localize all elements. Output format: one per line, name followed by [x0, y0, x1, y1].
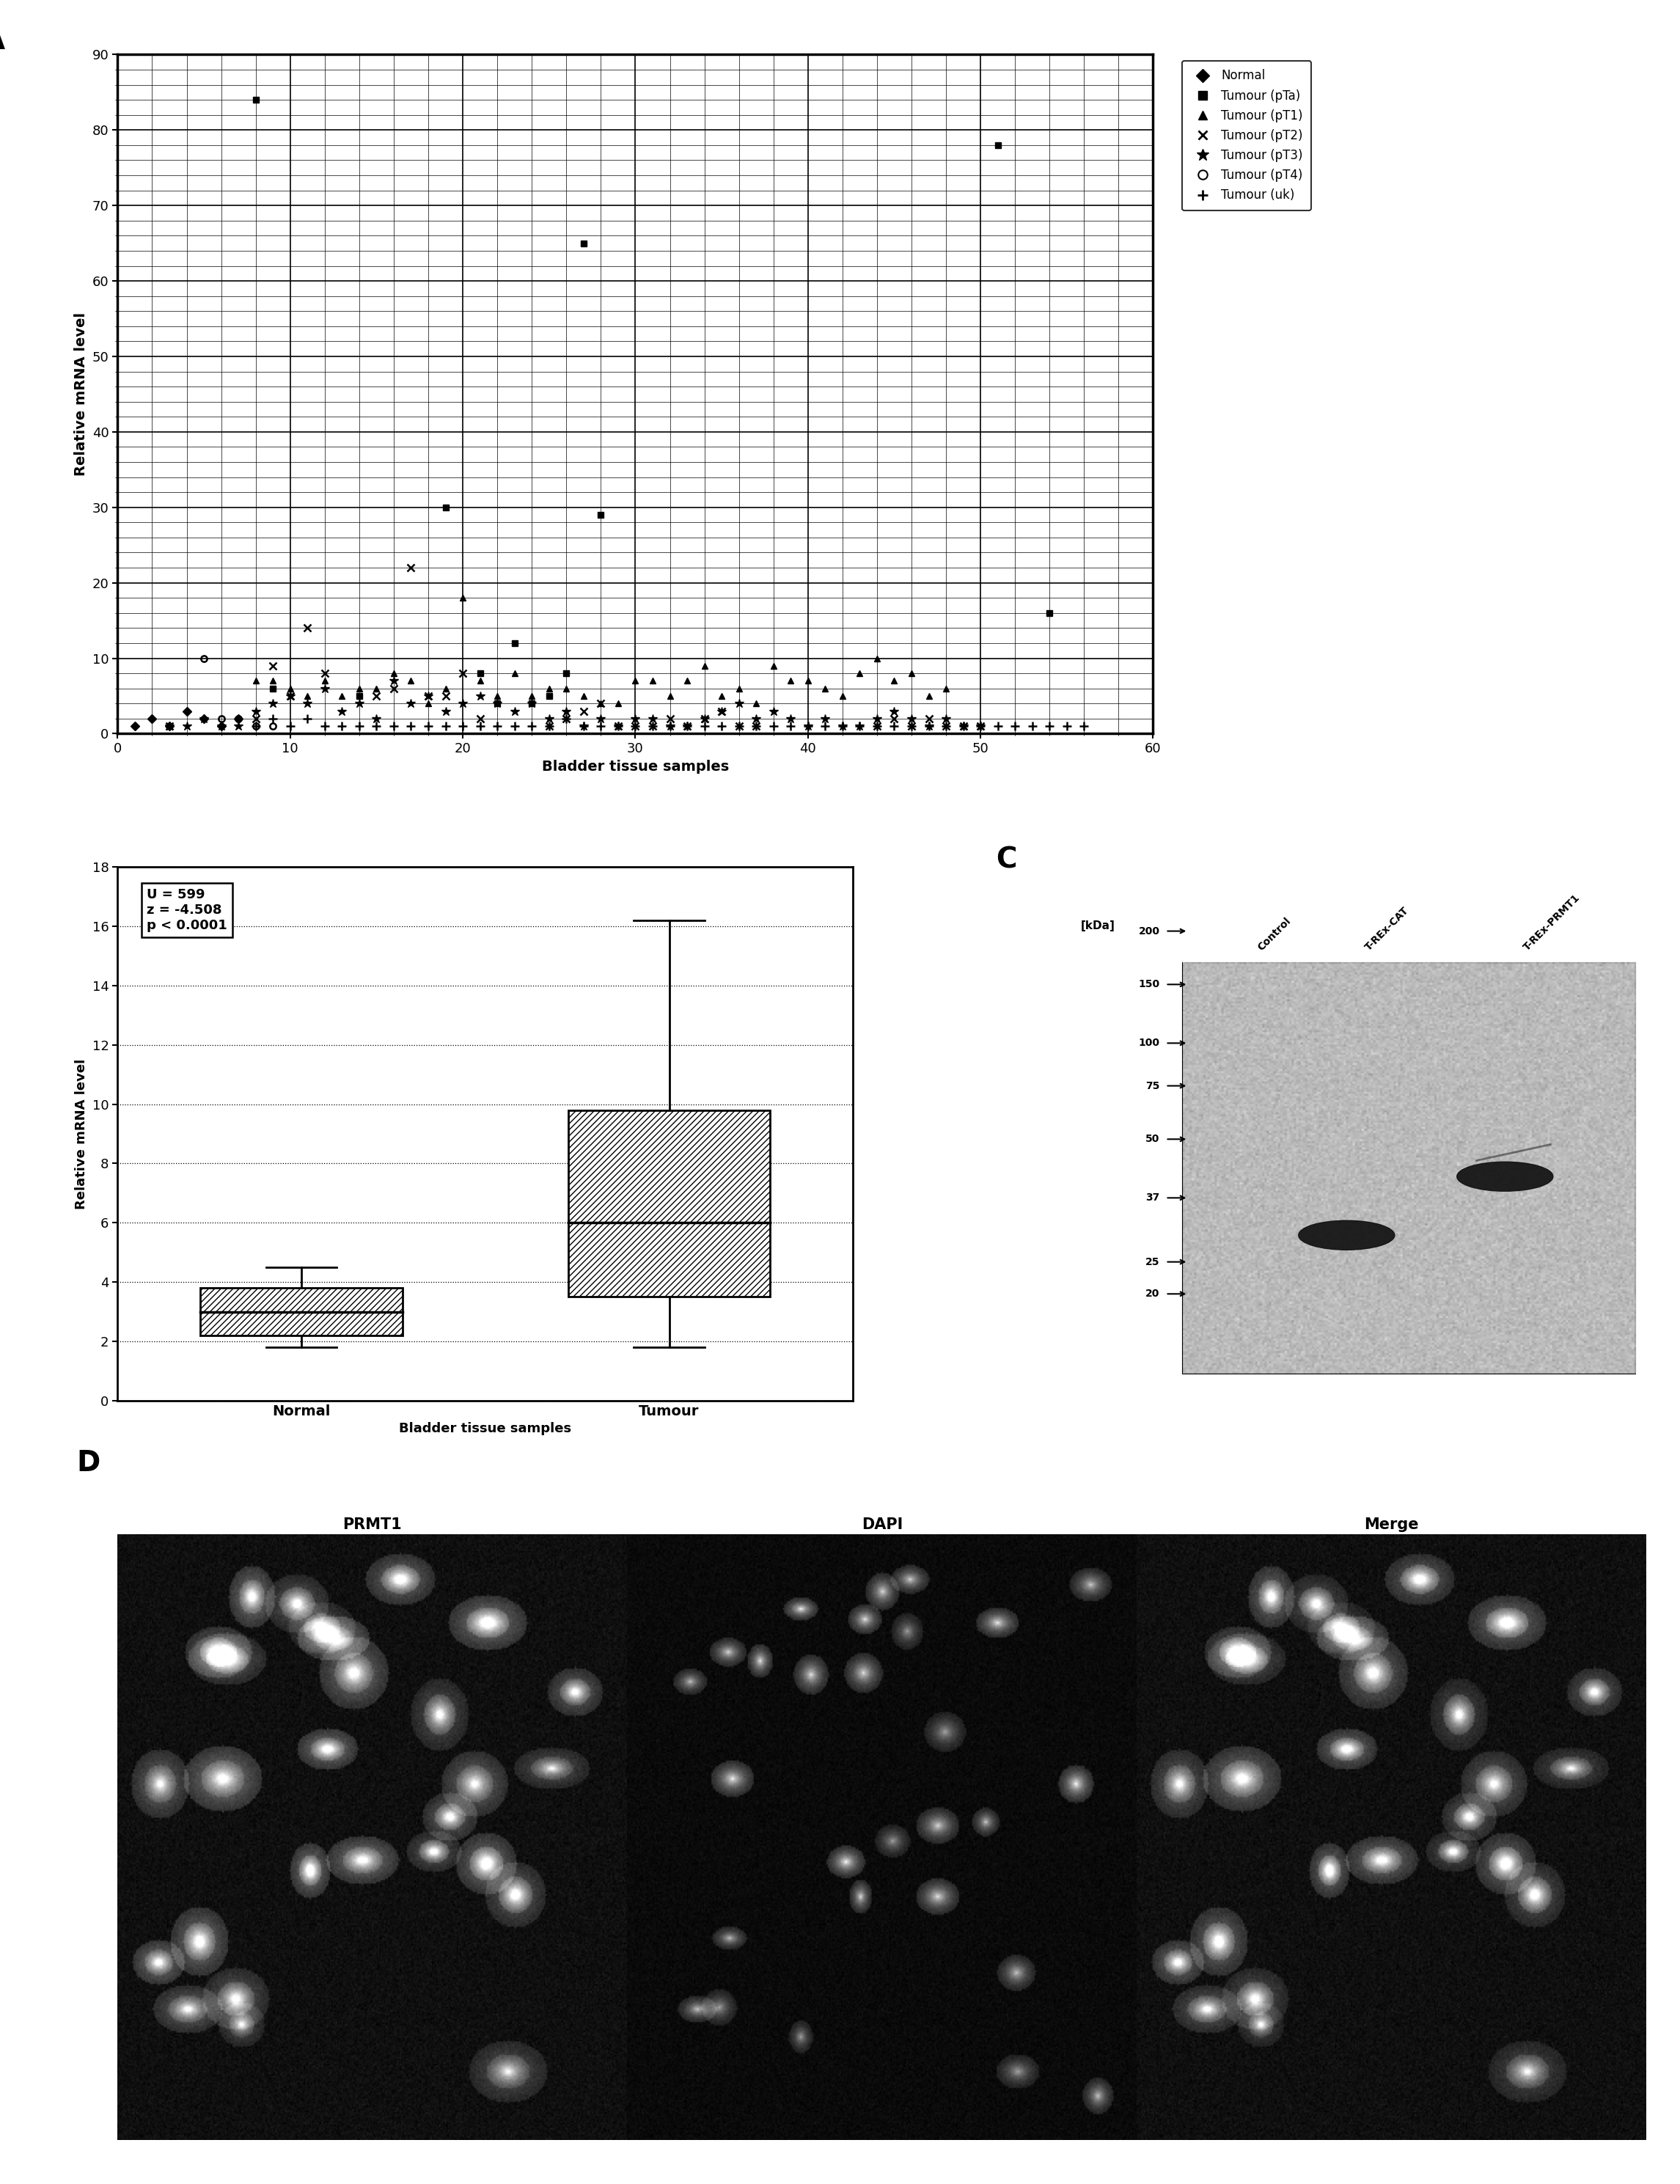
Text: T-REx-CAT: T-REx-CAT [1364, 904, 1411, 952]
Ellipse shape [1299, 1221, 1394, 1249]
Bar [568, 1109, 769, 1297]
Text: T-REx-PRMT1: T-REx-PRMT1 [1522, 891, 1583, 952]
Text: [kDa]: [kDa] [1080, 919, 1116, 930]
Text: 20: 20 [1146, 1289, 1159, 1299]
Y-axis label: Relative mRNA level: Relative mRNA level [76, 1059, 87, 1210]
X-axis label: Bladder tissue samples: Bladder tissue samples [541, 760, 729, 773]
Title: Merge: Merge [1364, 1518, 1420, 1531]
Y-axis label: Relative mRNA level: Relative mRNA level [74, 312, 87, 476]
Text: 75: 75 [1146, 1081, 1159, 1092]
Title: DAPI: DAPI [862, 1518, 902, 1531]
Text: 37: 37 [1146, 1192, 1159, 1203]
Text: D: D [77, 1450, 101, 1476]
Text: Control: Control [1257, 915, 1294, 952]
Text: C: C [996, 845, 1016, 874]
Text: 150: 150 [1139, 978, 1159, 989]
Text: A: A [0, 28, 5, 55]
Text: U = 599
z = -4.508
p < 0.0001: U = 599 z = -4.508 p < 0.0001 [148, 889, 227, 933]
X-axis label: Bladder tissue samples: Bladder tissue samples [400, 1422, 571, 1435]
Bar [200, 1289, 403, 1334]
Text: 200: 200 [1139, 926, 1159, 937]
Text: 50: 50 [1146, 1133, 1159, 1144]
Text: 25: 25 [1146, 1256, 1159, 1267]
Bar [1183, 963, 1635, 1374]
Ellipse shape [1457, 1162, 1552, 1190]
Text: 100: 100 [1139, 1037, 1159, 1048]
Legend: Normal, Tumour (pTa), Tumour (pT1), Tumour (pT2), Tumour (pT3), Tumour (pT4), Tu: Normal, Tumour (pTa), Tumour (pT1), Tumo… [1181, 61, 1312, 210]
Title: PRMT1: PRMT1 [343, 1518, 402, 1531]
